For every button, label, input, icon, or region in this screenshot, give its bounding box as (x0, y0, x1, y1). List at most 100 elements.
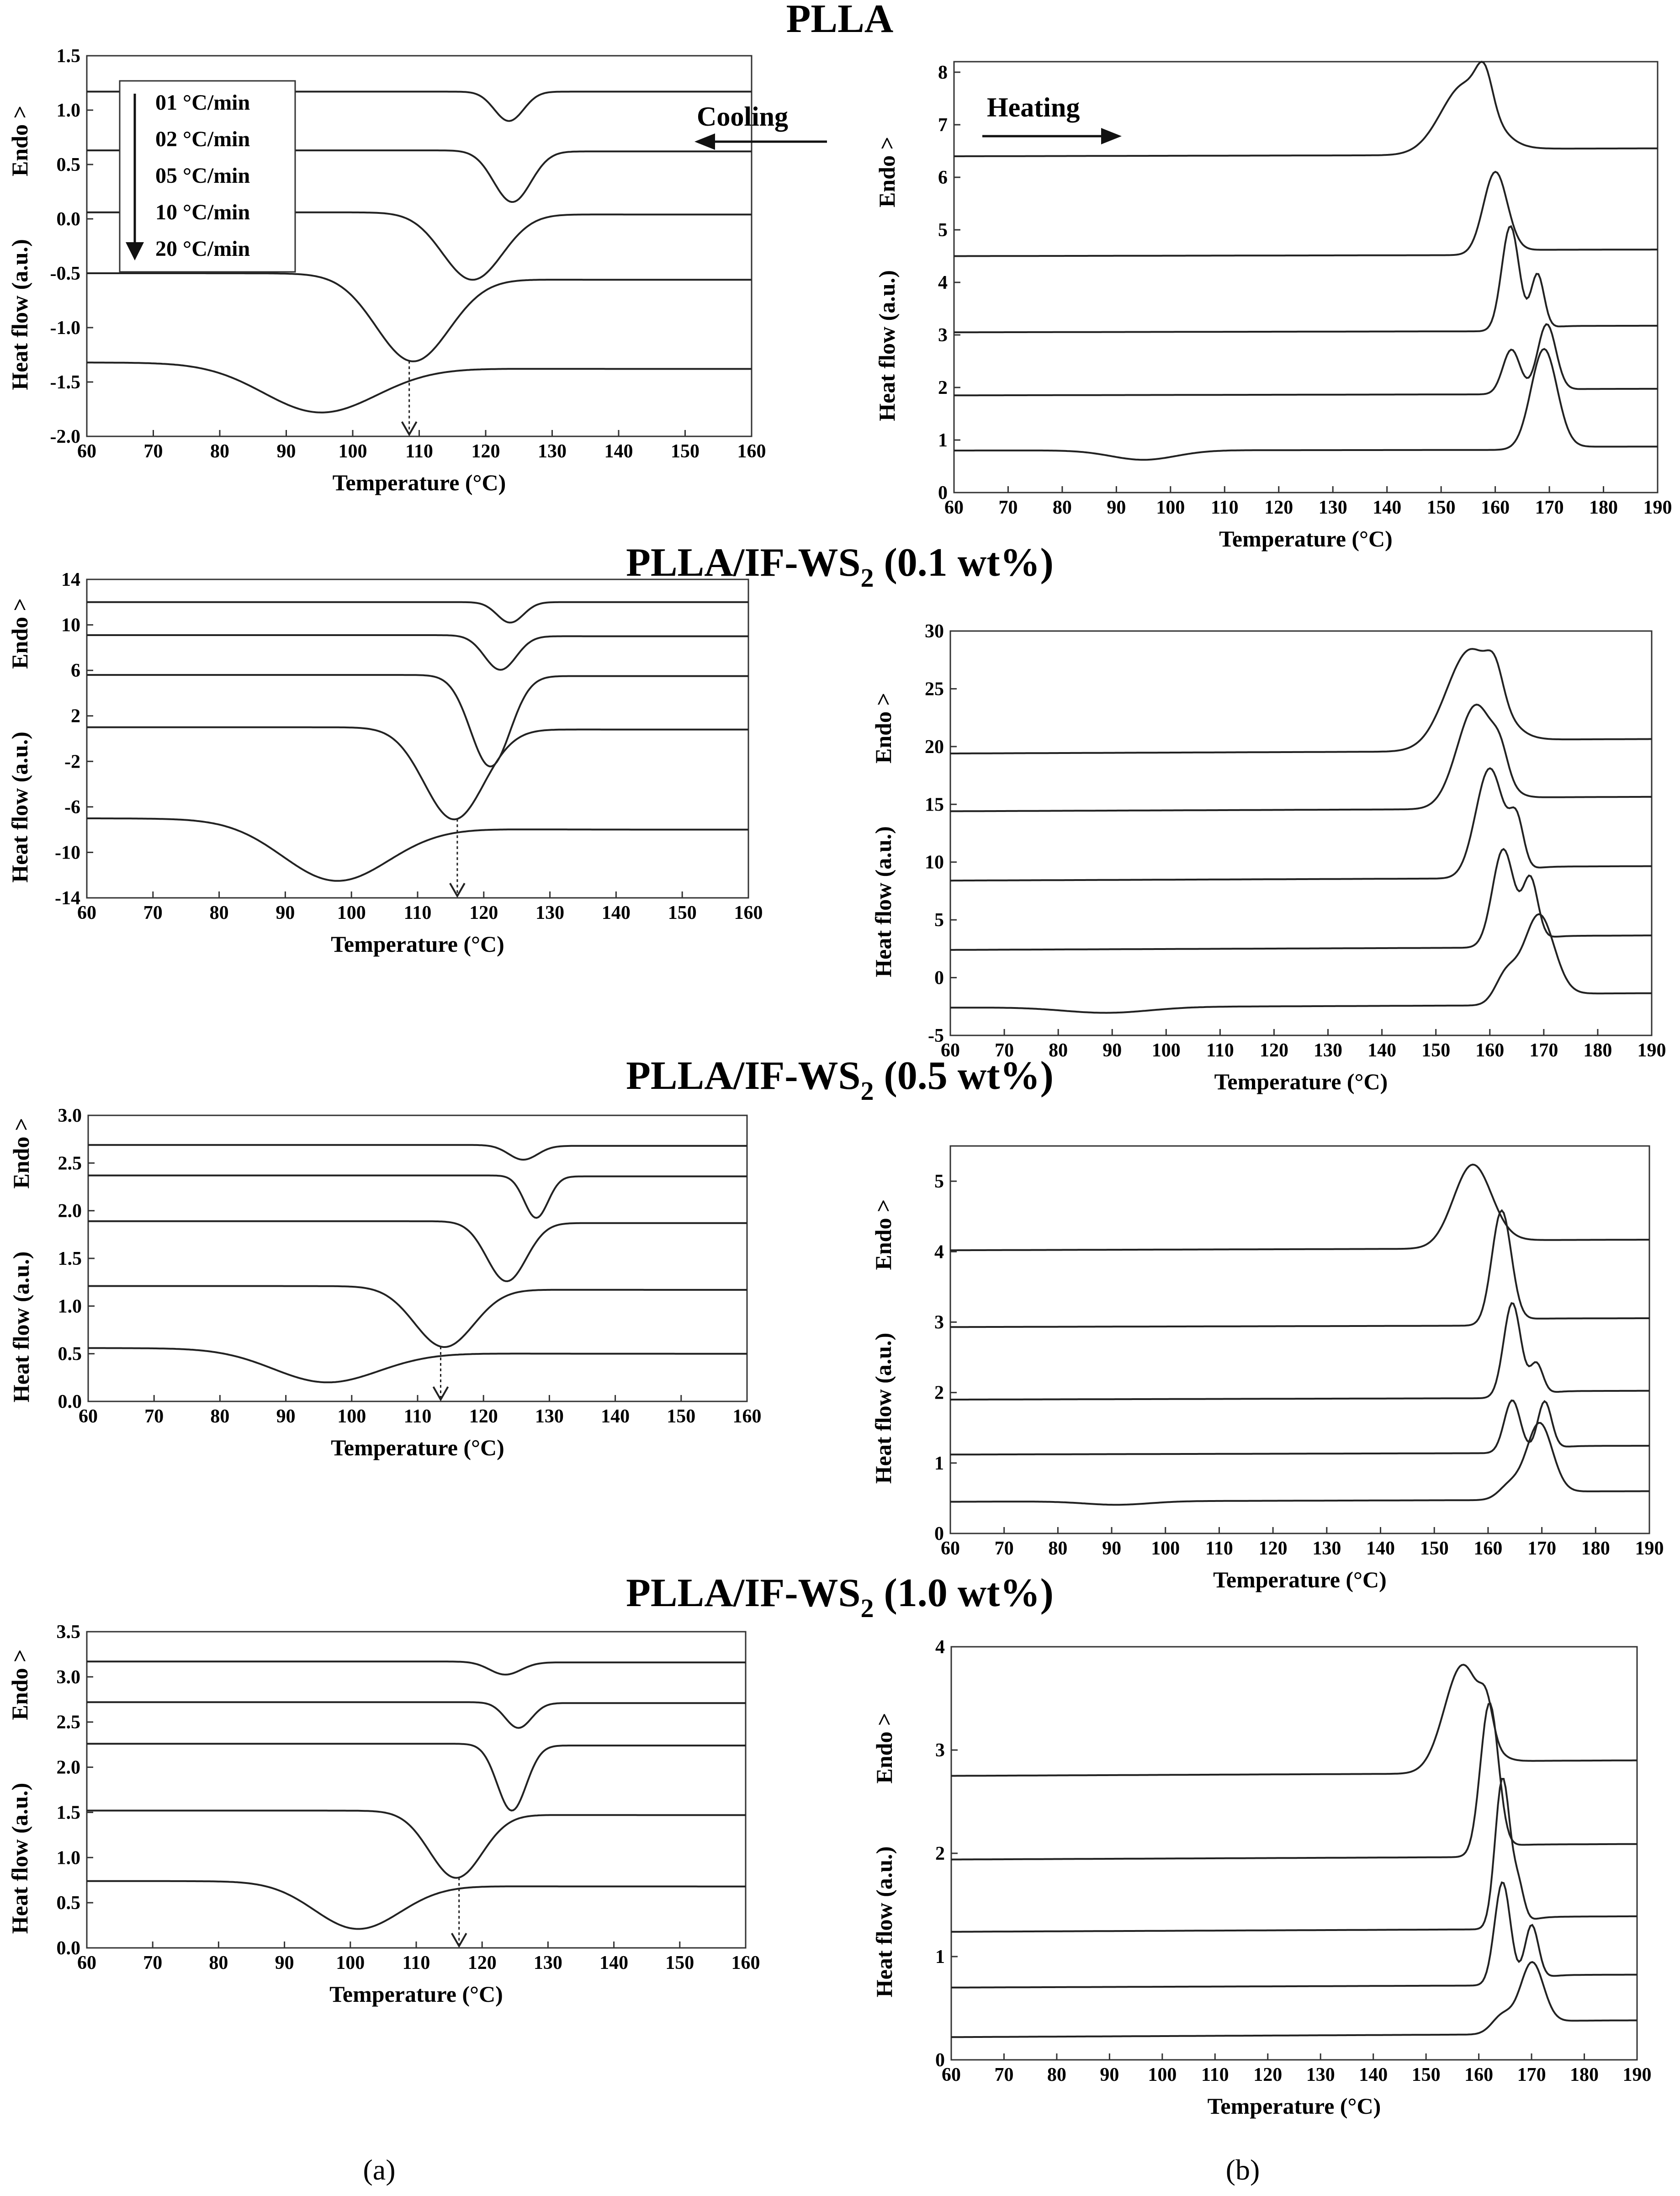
x-tick-label: 140 (599, 1952, 628, 1973)
y-tick-label: -10 (55, 842, 80, 863)
y-tick-label: 8 (938, 62, 948, 83)
curve-05-cmin (950, 1302, 1649, 1401)
y-axis-endo-label: Endo > (870, 1199, 896, 1270)
x-tick-label: 100 (337, 902, 366, 923)
y-tick-label: 5 (934, 910, 944, 931)
x-tick-label: 100 (1148, 2064, 1177, 2085)
x-tick-label: 80 (210, 1406, 229, 1427)
curve-02-cmin (951, 1703, 1637, 1861)
y-tick-label: 15 (925, 794, 944, 815)
legend-entry: 10 °C/min (155, 200, 250, 224)
x-tick-label: 70 (144, 1406, 164, 1427)
row-title-suffix: (1.0 wt%) (874, 1571, 1053, 1615)
x-tick-label: 160 (1481, 497, 1510, 518)
x-tick-label: 80 (210, 902, 229, 923)
plot-frame (949, 1145, 1650, 1534)
x-tick-label: 190 (1643, 497, 1672, 518)
x-tick-label: 140 (1373, 497, 1401, 518)
x-tick-label: 110 (404, 1406, 432, 1427)
row-title-subscript: 2 (860, 563, 874, 593)
y-tick-label: 1 (938, 430, 948, 451)
y-tick-label: 0.0 (57, 1938, 81, 1959)
chart-2-a: 60 70 80 90 100 110 120 130 140 150 160 0.0 0.5 1.0 1.… (8, 1054, 1054, 1460)
curve-01-cmin (950, 1163, 1649, 1252)
x-tick-label: 160 (733, 1406, 762, 1427)
x-tick-label: 80 (210, 441, 229, 462)
y-tick-label: 2 (71, 706, 80, 727)
curve-20-cmin (87, 1880, 746, 1930)
y-tick-label: 25 (925, 679, 944, 700)
x-tick-label: 130 (1314, 1040, 1342, 1061)
chart-2-b: 60 70 80 90 100 110 120 130 140 150 160 170 180 190 0 1… (870, 1145, 1664, 1592)
x-tick-label: 170 (1529, 1040, 1558, 1061)
x-tick-label: 150 (1412, 2064, 1441, 2085)
x-tick-label: 190 (1623, 2064, 1652, 2085)
x-tick-label: 140 (602, 902, 631, 923)
x-tick-label: 90 (276, 1406, 296, 1427)
y-tick-label: 20 (925, 737, 944, 758)
x-axis-title: Temperature (°C) (333, 470, 506, 495)
x-tick-label: 60 (941, 1538, 960, 1559)
x-tick-label: 120 (472, 441, 500, 462)
curve-20-cmin (950, 913, 1652, 1014)
y-tick-label: -5 (928, 1025, 944, 1046)
temperature-marker-arrow (401, 421, 418, 437)
curve-20-cmin (87, 361, 752, 414)
plots-layer: 60 70 80 90 100 110 120 130 140 150 160-2.0-1.5-1.… (7, 0, 1672, 2119)
x-tick-label: 140 (1366, 1538, 1395, 1559)
y-axis-title: Heat flow (a.u.) (7, 239, 32, 390)
curve-20-cmin (950, 1422, 1649, 1506)
x-tick-label: 60 (942, 2064, 961, 2085)
temperature-marker-arrow (449, 883, 466, 898)
x-tick-label: 70 (143, 1952, 162, 1973)
y-tick-label: 2.0 (58, 1201, 82, 1222)
x-tick-label: 140 (604, 441, 633, 462)
x-tick-label: 60 (77, 902, 96, 923)
curve-05-cmin (88, 1220, 747, 1283)
x-tick-label: 150 (1421, 1040, 1450, 1061)
x-tick-label: 180 (1583, 1040, 1612, 1061)
y-axis-endo-label: Endo > (7, 598, 32, 669)
y-axis-title: Heat flow (a.u.) (7, 1783, 32, 1934)
curve-20-cmin (954, 348, 1658, 461)
x-tick-label: 100 (336, 1952, 365, 1973)
chart-0-a: 60 70 80 90 100 110 120 130 140 150 160 -2.0 -1.5 -1.… (7, 0, 893, 495)
x-tick-label: 130 (538, 441, 567, 462)
y-tick-label: 4 (938, 272, 948, 293)
y-tick-label: 0.5 (58, 1344, 82, 1365)
row-title-main: PLLA/IF-WS (626, 1054, 860, 1098)
x-tick-label: 110 (404, 902, 432, 923)
y-tick-label: -2 (64, 751, 80, 772)
y-axis-title: Heat flow (a.u.) (871, 1846, 897, 1998)
y-tick-label: 5 (934, 1171, 944, 1192)
curve-05-cmin (951, 1777, 1637, 1933)
y-tick-label: -1.5 (50, 372, 81, 393)
row-title-subscript: 2 (860, 1076, 874, 1106)
y-tick-label: 2 (938, 377, 948, 398)
x-tick-label: 150 (668, 902, 697, 923)
x-tick-label: 90 (275, 1952, 294, 1973)
x-tick-label: 120 (469, 1406, 498, 1427)
curve-02-cmin (88, 1174, 747, 1219)
x-tick-label: 120 (468, 1952, 497, 1973)
y-tick-label: -2.0 (50, 426, 81, 447)
x-tick-label: 160 (1475, 1040, 1504, 1061)
y-axis-title: Heat flow (a.u.) (874, 270, 900, 421)
curve-02-cmin (87, 634, 748, 671)
y-tick-label: 4 (935, 1637, 945, 1658)
x-tick-label: 90 (1100, 2064, 1119, 2085)
curve-05-cmin (954, 225, 1658, 334)
y-tick-label: 2.5 (57, 1712, 81, 1733)
x-tick-label: 100 (1152, 1040, 1181, 1061)
x-tick-label: 140 (601, 1406, 630, 1427)
direction-annotations: Cooling Heating (694, 92, 1122, 150)
plot-frame (949, 630, 1653, 1036)
y-tick-label: 3.5 (57, 1622, 81, 1643)
y-tick-label: 0 (934, 1523, 944, 1544)
y-tick-label: 0.5 (57, 154, 81, 175)
curve-10-cmin (950, 1399, 1650, 1456)
heating-arrow-head (1101, 128, 1122, 144)
y-tick-label: -1.0 (50, 318, 81, 339)
